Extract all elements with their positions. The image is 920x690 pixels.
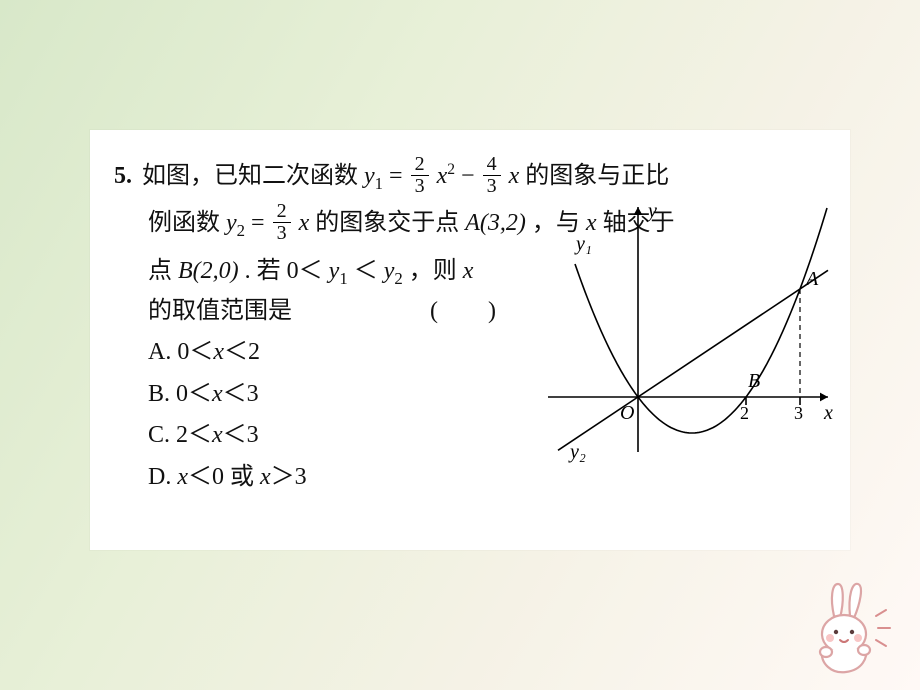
eq: = [389,163,409,189]
question-number: 5. [114,163,132,189]
text: 例函数 [148,210,226,236]
var-y1: y [364,163,375,189]
figure-column: Oxyy₁y₂23AB [528,252,832,498]
var-x: x [509,163,520,189]
numerator: 4 [483,154,501,176]
svg-text:y₁: y₁ [574,233,592,255]
eq: = [251,210,271,236]
svg-text:2: 2 [740,403,749,423]
options-list: A. 0＜x＜2 B. 0＜x＜3 C. 2＜x＜3 D. x＜0 或 x＞3 [148,333,528,497]
denominator: 3 [411,176,429,197]
var-y2: y [226,210,237,236]
svg-text:B: B [748,370,760,392]
graph-figure: Ox y y₁ y₂ 2 3 A B [528,192,838,472]
option-C[interactable]: C. 2＜x＜3 [148,416,528,456]
denominator: 3 [273,223,291,244]
var-x: x [437,163,448,189]
point-B: B(2,0) [178,258,239,284]
numerator: 2 [411,154,429,176]
bunny-decoration [772,580,892,680]
answer-blank: ( ) [430,292,518,332]
text: 点 [148,258,178,284]
question-card: 5. 如图，已知二次函数 y1 = 2 3 x2 − 4 3 x 的图象与正比 … [90,130,850,550]
svg-text:y: y [646,200,657,222]
fraction-2-3: 2 3 [411,154,429,197]
fraction-2-3: 2 3 [273,201,291,244]
svg-text:y₂: y₂ [568,441,586,463]
svg-text:A: A [804,268,819,290]
var-x: x [463,258,474,284]
numerator: 2 [273,201,291,223]
text: 的图象交于点 [315,210,465,236]
text: 如图，已知二次函数 [142,163,364,189]
fraction-4-3: 4 3 [483,154,501,197]
option-A[interactable]: A. 0＜x＜2 [148,333,528,373]
text: . 若 0＜ [245,258,323,284]
sub: 1 [375,174,383,193]
question-line-4: 的取值范围是 ( ) [148,292,518,332]
point-A: A(3,2) [465,210,526,236]
var-y1: y [329,258,340,284]
var-y2: y [384,258,395,284]
text: ，则 [409,258,463,284]
question-line-3: 点 B(2,0) . 若 0＜ y1 ＜ y2 ，则 x [148,252,528,292]
svg-text:O: O [620,402,634,424]
text-column: 点 B(2,0) . 若 0＜ y1 ＜ y2 ，则 x 的取值范围是 ( ) … [114,252,528,498]
sub: 2 [237,221,245,240]
lower-block: 点 B(2,0) . 若 0＜ y1 ＜ y2 ，则 x 的取值范围是 ( ) … [114,252,832,498]
svg-text:x: x [823,402,833,424]
lt: ＜ [354,258,378,284]
sup: 2 [447,161,455,178]
minus: − [461,163,481,189]
denominator: 3 [483,176,501,197]
sub: 1 [339,269,347,288]
text: 的图象与正比 [525,163,669,189]
sub: 2 [394,269,402,288]
option-D[interactable]: D. x＜0 或 x＞3 [148,458,528,498]
svg-text:3: 3 [794,403,803,423]
text: 的取值范围是 [148,292,292,332]
option-B[interactable]: B. 0＜x＜3 [148,375,528,415]
var-x: x [299,210,310,236]
